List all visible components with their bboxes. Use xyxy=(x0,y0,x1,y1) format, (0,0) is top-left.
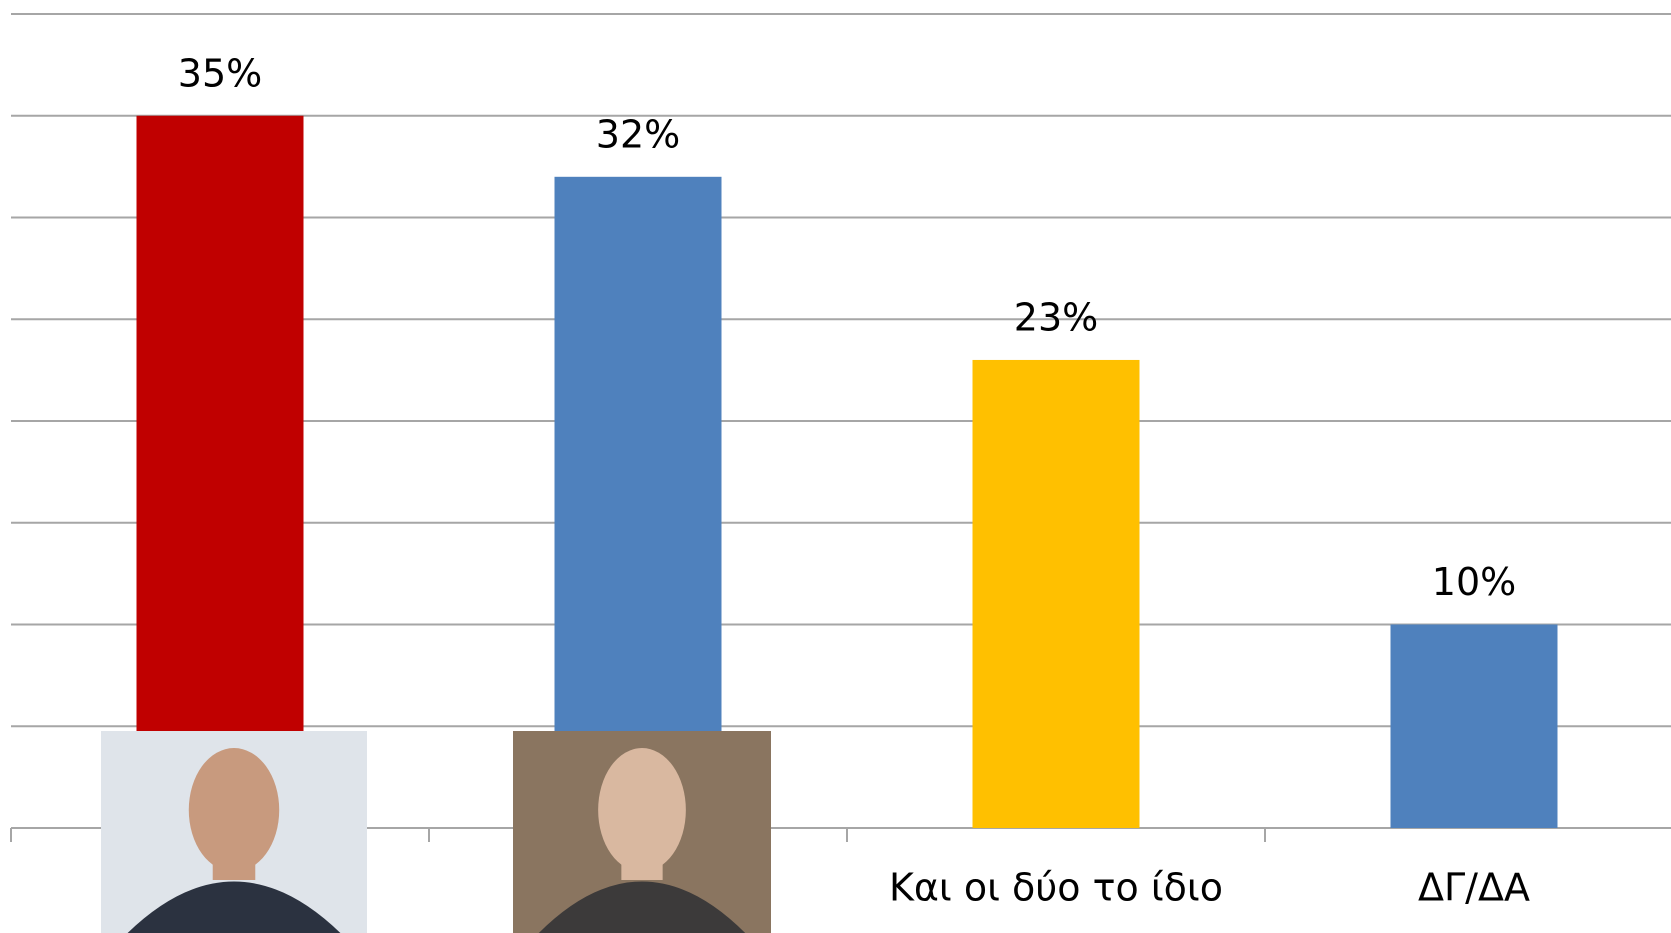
bar xyxy=(137,116,304,828)
bar xyxy=(973,360,1140,828)
photo-face xyxy=(598,748,686,872)
x-tick-label: ΔΓ/ΔΑ xyxy=(1418,866,1530,910)
value-label: 35% xyxy=(178,51,262,95)
value-label: 32% xyxy=(596,112,680,156)
value-label: 10% xyxy=(1432,560,1516,604)
bar xyxy=(1391,625,1558,829)
bar xyxy=(555,177,722,828)
chart: 35% 32% 23% Και οι δύο το ίδιο 10% ΔΓ/ΔΑ xyxy=(0,0,1671,933)
photo-face xyxy=(189,748,279,872)
photo xyxy=(513,731,771,933)
value-label: 23% xyxy=(1014,295,1098,339)
photo xyxy=(101,731,367,933)
x-tick-label: Και οι δύο το ίδιο xyxy=(889,866,1223,910)
